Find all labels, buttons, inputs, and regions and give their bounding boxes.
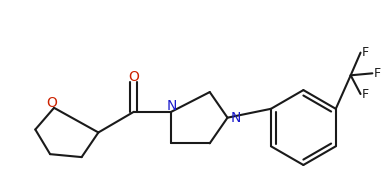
Text: O: O — [47, 96, 58, 110]
Text: F: F — [362, 46, 369, 59]
Text: F: F — [362, 88, 369, 101]
Text: N: N — [166, 99, 176, 113]
Text: N: N — [230, 111, 240, 125]
Text: F: F — [374, 67, 381, 80]
Text: O: O — [129, 70, 139, 84]
